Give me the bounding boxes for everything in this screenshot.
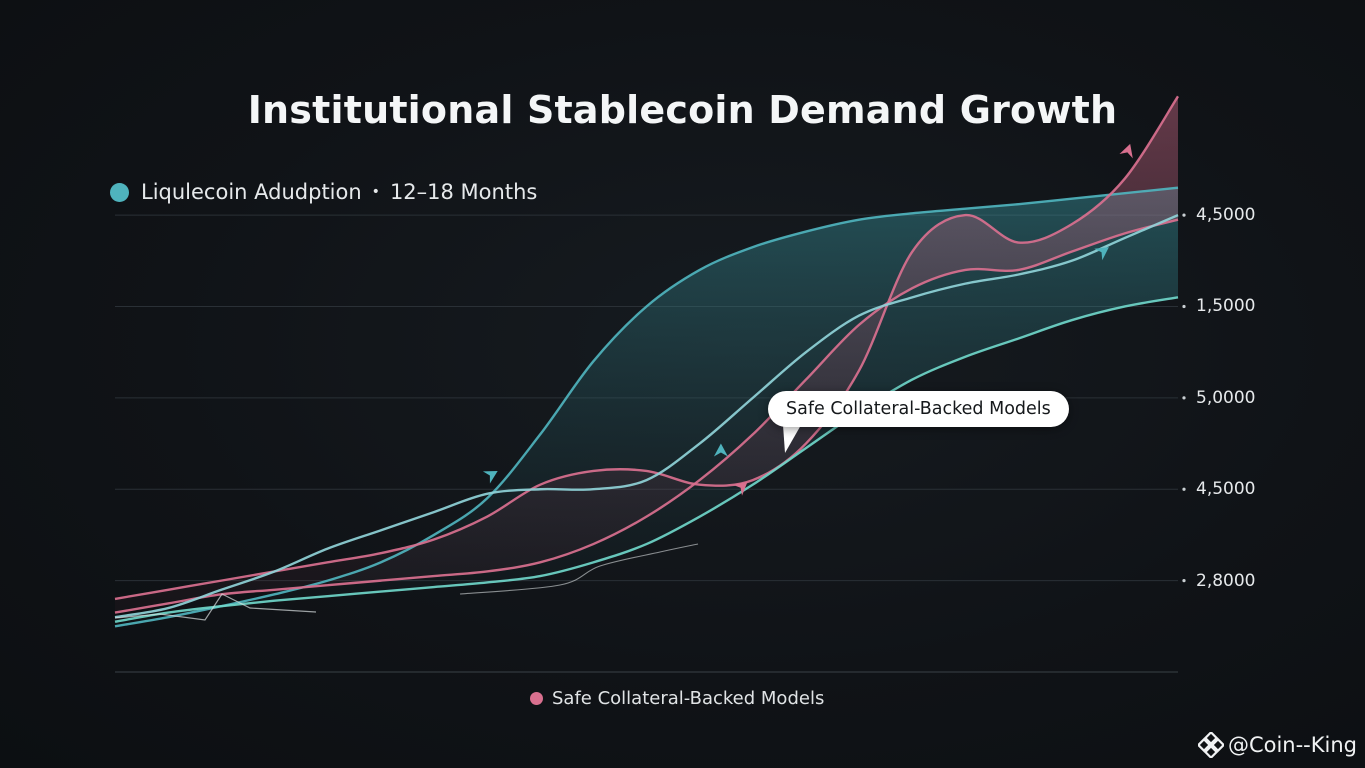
legend-pink-dot: [530, 692, 543, 705]
watermark-at: @: [1227, 733, 1249, 757]
diamond-logo-icon: [1197, 732, 1224, 758]
legend-teal-dot: [110, 182, 129, 202]
tick-marker: [1182, 213, 1186, 217]
pink-peak-arrow-icon: [1119, 143, 1133, 159]
watermark: @ Coin--King: [1197, 732, 1357, 758]
y-tick-label: 1,5000: [1196, 296, 1256, 317]
tick-marker: [1182, 304, 1186, 309]
legend-separator: •: [371, 184, 380, 200]
legend-series-label: Liqulecoin Adudption: [141, 180, 362, 204]
pink-base-line: [114, 218, 1179, 614]
teal-arrow-icon: [1094, 247, 1109, 261]
teal-arrow-icon: [713, 443, 728, 457]
tick-marker: [1182, 579, 1186, 583]
legend-top: Liqulecoin Adudption • 12–18 Months: [110, 180, 537, 204]
teal-mid-line: [114, 214, 1179, 619]
callout-tail: [783, 425, 801, 453]
chart-title: Institutional Stablecoin Demand Growth: [247, 88, 1118, 132]
y-tick-label: 4,5000: [1196, 479, 1256, 500]
arrowhead-shape: [733, 481, 748, 496]
callout-bubble: Safe Collateral-Backed Models: [768, 391, 1069, 427]
tick-marker: [1182, 487, 1186, 491]
y-tick-label: 2,8000: [1196, 570, 1256, 591]
noise-line: [114, 593, 317, 621]
teal-arrow-icon: [482, 470, 498, 484]
legend-bottom-label: Safe Collateral-Backed Models: [552, 688, 825, 709]
arrowhead-shape: [1119, 143, 1133, 159]
watermark-handle: Coin--King: [1248, 733, 1357, 757]
pink-area: [115, 96, 1178, 613]
y-tick-label: 5,0000: [1196, 387, 1256, 408]
noise-line: [459, 543, 699, 595]
pink-arrow-icon: [733, 481, 748, 496]
tick-marker: [1182, 396, 1186, 400]
pink-peak-line: [114, 95, 1180, 601]
arrowhead-shape: [482, 470, 498, 484]
arrowhead-shape: [1094, 247, 1109, 261]
y-tick-label: 4,5000: [1196, 205, 1256, 226]
arrowhead-shape: [713, 443, 728, 457]
legend-bottom: Safe Collateral-Backed Models: [530, 688, 824, 709]
legend-period: 12–18 Months: [389, 180, 538, 204]
